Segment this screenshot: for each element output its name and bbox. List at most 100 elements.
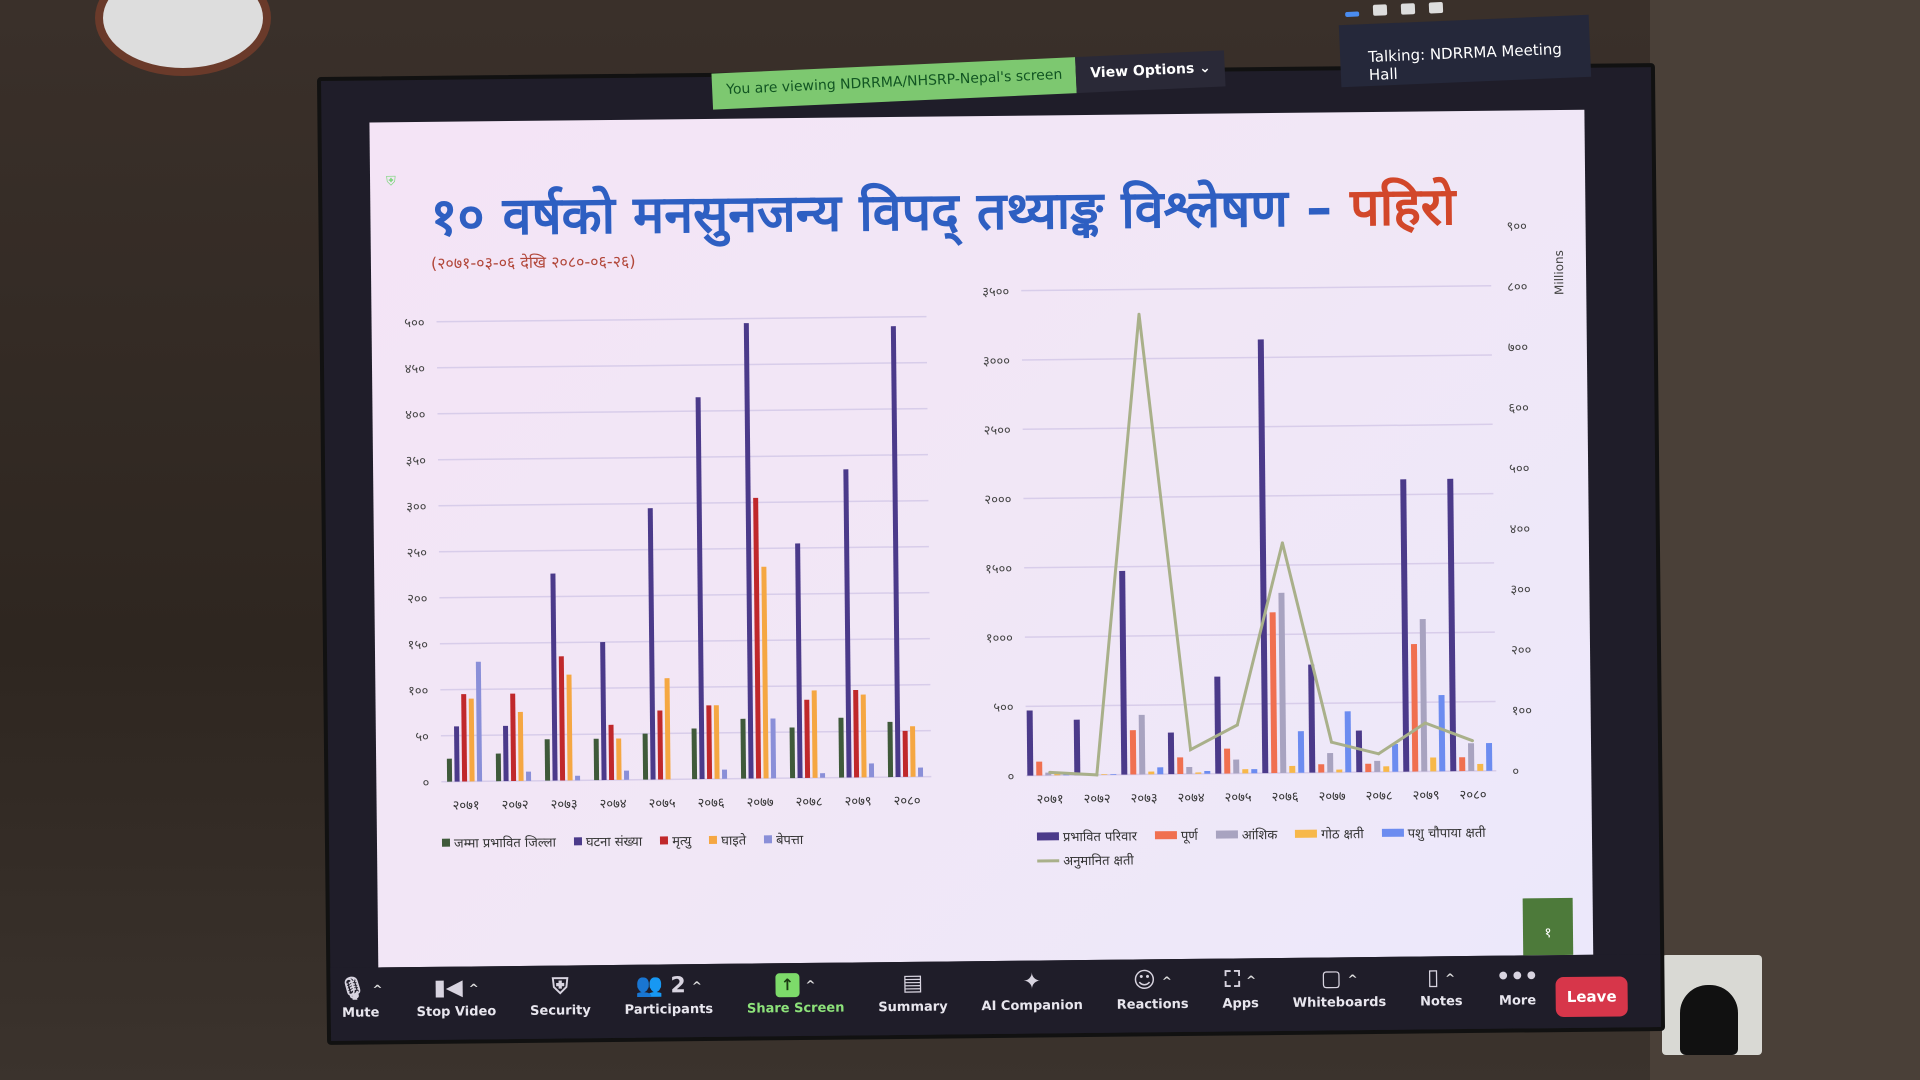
y-tick-label: १५०० [985, 562, 1012, 577]
y-tick-label: १०० [408, 684, 428, 699]
legend-item: आंशिक [1215, 825, 1277, 844]
toolbar-icon-row: ✦ [1023, 966, 1042, 998]
line-point-9 [1470, 739, 1474, 743]
bar-3-8 [1430, 757, 1437, 772]
caret-up-icon[interactable]: ^ [1245, 973, 1257, 988]
x-tick-label: २०८० [893, 794, 920, 809]
x-tick-label: २०७४ [1177, 791, 1204, 806]
toolbar-button-apps[interactable]: ⛶ ^ Apps [1222, 964, 1259, 1011]
bar-1-7 [1365, 763, 1372, 773]
toolbar-button-ai-companion[interactable]: ✦ AI Companion [981, 966, 1083, 1014]
bar-1-9 [1459, 757, 1466, 772]
x-tick-label: २०७३ [551, 797, 578, 812]
y-tick-label: २०० [407, 592, 427, 607]
bar-3-9 [1477, 763, 1484, 771]
bar-4-6 [1344, 711, 1352, 773]
y2-tick-label: ९०० [1507, 219, 1527, 234]
whiteboard-icon: ▢ [1320, 966, 1342, 992]
caret-up-icon[interactable]: ^ [468, 981, 479, 996]
y-tick-label: ३०० [406, 500, 426, 515]
smiley-icon: ☺ [1132, 968, 1156, 994]
y-tick-label: २५०० [984, 423, 1011, 438]
bar-2-4 [1233, 759, 1240, 774]
bar-0-6 [1308, 664, 1316, 773]
legend-item: मृत्यु [660, 831, 691, 849]
toolbar-button-more[interactable]: ••• More [1496, 961, 1539, 1008]
y2-tick-label: ५०० [1509, 462, 1529, 477]
view-options-button[interactable]: View Options ⌄ [1075, 50, 1226, 94]
bar-4-1 [1110, 774, 1117, 775]
caret-up-icon[interactable]: ^ [372, 982, 383, 997]
toolbar-icon-row: ⛨ [552, 971, 569, 1003]
bar-3-6 [761, 566, 769, 779]
toolbar-button-participants[interactable]: 👥 2 ^ Participants [624, 970, 714, 1018]
x-tick-label: २०७६ [1271, 790, 1298, 805]
bar-0-0 [1026, 710, 1034, 776]
line-point-8 [1423, 721, 1427, 725]
caret-up-icon[interactable]: ^ [691, 979, 702, 994]
leave-button[interactable]: Leave [1555, 976, 1628, 1018]
bar-0-2 [1119, 570, 1128, 775]
bar-1-5 [1269, 612, 1278, 774]
y2-tick-label: १०० [1512, 704, 1532, 719]
gridline [1024, 562, 1495, 569]
bar-4-1 [526, 771, 532, 781]
toolbar-label: Apps [1222, 996, 1259, 1012]
speaker-view-icon[interactable] [1372, 4, 1388, 16]
y-tick-label: १५० [408, 638, 428, 653]
bar-0-5 [1257, 339, 1269, 774]
y2-tick-label: ३०० [1510, 583, 1530, 598]
minimize-icon[interactable] [1345, 11, 1360, 18]
legend-item: घाइते [709, 831, 746, 849]
talking-label: Talking: NDRRMA Meeting Hall [1367, 39, 1563, 85]
gridline [1021, 354, 1492, 361]
toolbar-button-stop-video[interactable]: ▮◀ ^ Stop Video [416, 972, 497, 1021]
y-tick-label: ३००० [983, 354, 1010, 369]
legend-swatch [660, 836, 669, 845]
side-by-side-icon[interactable] [1400, 3, 1416, 15]
share-screen-icon: ↑ [775, 973, 800, 998]
toolbar-icon-row: ☺ ^ [1133, 965, 1172, 997]
toolbar-button-whiteboards[interactable]: ▢ ^ Whiteboards [1292, 963, 1387, 1011]
legend-item: जम्मा प्रभावित जिल्ला [441, 833, 556, 852]
toolbar-button-share-screen[interactable]: ↑ ^ Share Screen [747, 969, 845, 1017]
y2-tick-label: ० [1512, 764, 1519, 779]
x-tick-label: २०७८ [795, 795, 822, 810]
bar-0-1 [1073, 719, 1081, 776]
toolbar-label: Mute [342, 1005, 380, 1021]
participants-icon: 👥 2 [635, 973, 686, 999]
caret-up-icon[interactable]: ^ [1347, 972, 1358, 987]
line-point-4 [1235, 723, 1239, 727]
legend-item: अनुमानित क्षती [1037, 851, 1134, 870]
y-tick-label: ५०० [404, 316, 424, 331]
bar-4-5 [721, 769, 728, 779]
toolbar-button-mute[interactable]: 🎙 ^ Mute [338, 973, 383, 1021]
caret-up-icon[interactable]: ^ [1161, 974, 1172, 989]
bar-2-9 [1468, 743, 1475, 772]
toolbar-button-security[interactable]: ⛨ Security [530, 971, 591, 1018]
bar-2-2 [1138, 714, 1146, 775]
bar-1-0 [454, 726, 460, 782]
toolbar-button-reactions[interactable]: ☺ ^ Reactions [1116, 965, 1189, 1012]
bar-1-9 [890, 326, 901, 778]
bar-2-6 [1327, 753, 1334, 773]
legend-swatch [1215, 830, 1238, 839]
x-tick-label: २०७५ [648, 796, 675, 811]
line-point-6 [1329, 740, 1333, 744]
line-point-7 [1377, 752, 1381, 756]
toolbar-icon-row: ↑ ^ [775, 969, 816, 1001]
caret-up-icon[interactable]: ^ [1445, 971, 1456, 986]
toolbar-button-notes[interactable]: ▯ ^ Notes [1420, 962, 1463, 1009]
gallery-view-icon[interactable] [1428, 1, 1444, 14]
bar-1-0 [1036, 761, 1043, 776]
bar-1-2 [550, 573, 558, 781]
bar-1-3 [1177, 757, 1184, 775]
bar-0-8 [1400, 479, 1410, 772]
y2-tick-label: ७०० [1508, 340, 1528, 355]
caret-up-icon[interactable]: ^ [805, 977, 816, 992]
line-point-0 [1048, 770, 1052, 774]
toolbar-label: Participants [624, 1001, 714, 1018]
bar-3-6 [1336, 769, 1343, 773]
toolbar-button-summary[interactable]: ▤ Summary [878, 967, 948, 1015]
toolbar-label: Stop Video [416, 1004, 497, 1021]
